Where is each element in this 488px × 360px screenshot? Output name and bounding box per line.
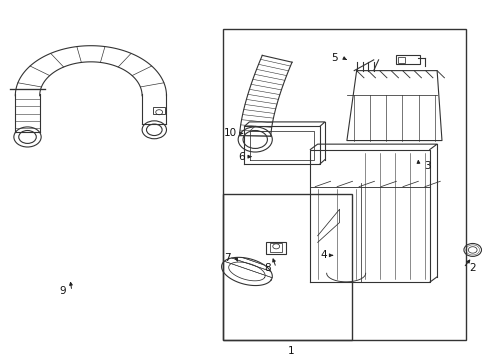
Text: 8: 8 [264,263,270,273]
Bar [222,194,351,339]
Text: 3: 3 [423,161,430,171]
Text: 4: 4 [320,250,326,260]
Text: 6: 6 [238,152,244,162]
Text: 5: 5 [331,53,337,63]
Bar [222,30,466,339]
Text: 7: 7 [224,253,230,263]
Bar [270,243,282,252]
Text: 9: 9 [60,286,66,296]
Bar [397,57,405,63]
Bar [153,107,164,114]
Text: 1: 1 [287,346,294,356]
Text: 10: 10 [224,129,237,138]
Text: 2: 2 [468,263,474,273]
Bar [395,55,419,64]
Bar [266,242,285,254]
